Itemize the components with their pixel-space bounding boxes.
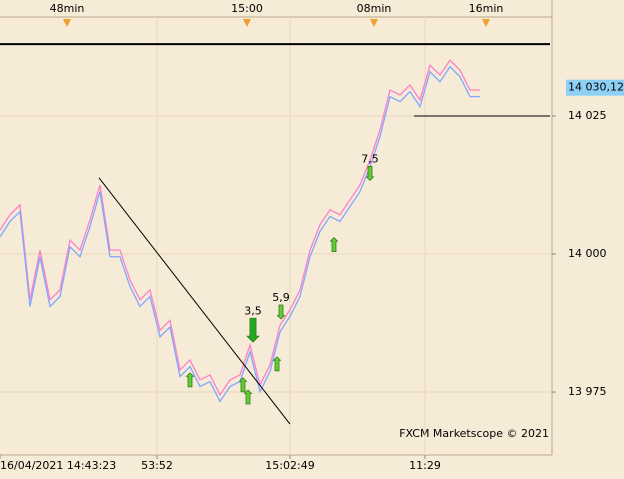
signal-arrow [329,237,339,253]
top-tick-marker [63,19,71,27]
top-tick-marker [482,19,490,27]
signal-arrow [243,389,253,405]
signal-arrow [272,356,282,372]
y-tick-label: 14 025 [568,109,607,122]
y-tick-label: 13 975 [568,385,607,398]
trendline [98,177,291,425]
signal-arrow [185,372,195,388]
x-tick-label: 16/04/2021 14:43:23 [0,459,116,472]
x-tick-label: 15:02:49 [265,459,314,472]
top-tick-marker [243,19,251,27]
top-tick-label: 15:00 [231,2,263,15]
signal-arrow [276,304,286,320]
signal-label: 3,5 [244,304,262,317]
top-tick-label: 48min [50,2,85,15]
signal-label: 5,9 [272,291,290,304]
watermark: FXCM Marketscope © 2021 [399,427,549,440]
signal-arrow [238,377,248,393]
signal-label: 7,5 [361,152,379,165]
x-tick-label: 11:29 [409,459,441,472]
x-tick-label: 53:52 [141,459,173,472]
top-tick-marker [370,19,378,27]
last-price-box [566,79,624,96]
last-price-label: 14 030,12 [568,81,624,94]
signal-arrow [365,165,375,181]
top-tick-label: 08min [357,2,392,15]
top-tick-label: 16min [469,2,504,15]
y-tick-label: 14 000 [568,247,607,260]
price-line [0,59,480,397]
signal-arrow [246,317,260,343]
